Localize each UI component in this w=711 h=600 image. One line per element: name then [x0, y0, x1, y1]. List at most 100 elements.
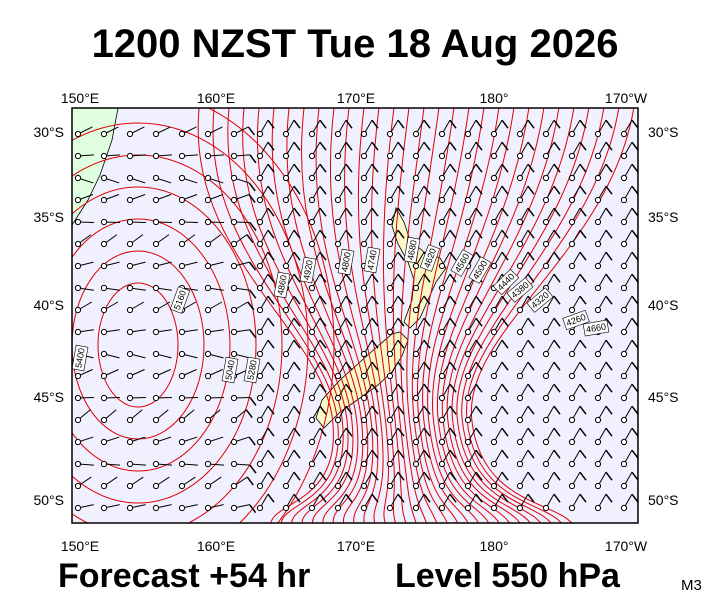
barb-feather: [397, 383, 405, 393]
station: [204, 130, 212, 138]
contour: [227, 108, 344, 523]
barb-feather: [605, 295, 613, 305]
station: [334, 130, 342, 138]
station: [620, 482, 628, 490]
wind-barb: [516, 405, 535, 424]
station: [620, 460, 628, 468]
wind-barb: [74, 409, 91, 424]
wind-barb: [334, 207, 353, 226]
station: [412, 460, 420, 468]
barb-feather: [345, 317, 353, 327]
station: [542, 350, 550, 358]
station: [360, 372, 368, 380]
barb-feather: [267, 339, 275, 349]
station: [282, 262, 290, 270]
wind-barb: [360, 405, 379, 424]
station: [464, 174, 472, 182]
barb-feather: [475, 207, 483, 217]
station: [282, 196, 290, 204]
wind-barb: [204, 460, 224, 468]
station: [360, 328, 368, 336]
station: [516, 504, 524, 512]
station: [204, 504, 212, 512]
station: [360, 438, 368, 446]
contour: [441, 108, 545, 523]
barb-feather: [527, 207, 535, 217]
station: [412, 174, 420, 182]
label-box: [419, 244, 441, 272]
station: [490, 504, 498, 512]
station: [308, 284, 316, 292]
wind-barb: [126, 350, 146, 359]
wind-barb: [152, 476, 170, 490]
wind-barb: [152, 436, 172, 446]
wind-barb: [308, 405, 327, 424]
wind-barb: [490, 141, 509, 160]
wind-barb: [620, 273, 638, 292]
station: [230, 306, 238, 314]
wind-barb: [464, 361, 483, 380]
barb-feather: [553, 229, 561, 239]
barb-feather: [553, 119, 561, 129]
wind-barb: [178, 261, 198, 270]
wind-barb: [386, 119, 405, 138]
wind-barb: [230, 284, 257, 299]
station: [282, 218, 290, 226]
barb-feather: [423, 163, 431, 173]
station: [568, 350, 576, 358]
wind-barb: [178, 194, 198, 204]
barb-feather: [553, 339, 561, 349]
wind-barb: [568, 339, 587, 358]
wind-barb: [256, 119, 275, 138]
barb-feather: [293, 229, 301, 239]
barb-feather: [631, 383, 638, 393]
station: [386, 328, 394, 336]
barb-feather: [605, 251, 613, 261]
station: [412, 328, 420, 336]
map-frame: [71, 107, 639, 524]
latitude-label: 50°S: [648, 492, 679, 508]
barb-feather: [397, 251, 405, 261]
station: [178, 130, 186, 138]
station: [282, 372, 290, 380]
contours: [72, 108, 635, 523]
wind-barb: [516, 427, 535, 446]
barb-feather: [345, 185, 353, 195]
wind-barb: [412, 273, 431, 292]
latitude-label: 40°S: [33, 297, 64, 313]
barb-feather: [248, 182, 256, 192]
barb-feather: [553, 273, 561, 283]
barb-feather: [605, 405, 613, 415]
barb-feather: [397, 229, 405, 239]
station: [204, 372, 212, 380]
barb-feather: [423, 207, 431, 217]
barb-feather: [475, 493, 483, 503]
barb-feather: [319, 185, 327, 195]
label-box: [363, 246, 381, 274]
barb-feather: [605, 273, 613, 283]
wind-barb: [568, 273, 587, 292]
wind-barb: [464, 207, 483, 226]
station: [230, 350, 238, 358]
wind-barb: [412, 383, 431, 402]
station: [178, 372, 186, 380]
wind-barb: [412, 471, 431, 490]
wind-barb: [438, 449, 457, 468]
wind-barb: [542, 141, 561, 160]
wind-barb: [568, 207, 587, 226]
barb-feather: [501, 493, 509, 503]
wind-barb: [360, 383, 379, 402]
wind-barb: [490, 449, 509, 468]
wind-barb: [178, 460, 198, 468]
wind-barb: [594, 163, 613, 182]
wind-barb: [152, 261, 172, 270]
station: [386, 372, 394, 380]
wind-barb: [516, 493, 535, 512]
station: [490, 438, 498, 446]
barb-feather: [293, 119, 301, 129]
station: [516, 262, 524, 270]
contour: [461, 108, 605, 523]
barb-feather: [397, 119, 405, 129]
longitude-label: 150°E: [61, 538, 99, 554]
station: [100, 394, 108, 402]
